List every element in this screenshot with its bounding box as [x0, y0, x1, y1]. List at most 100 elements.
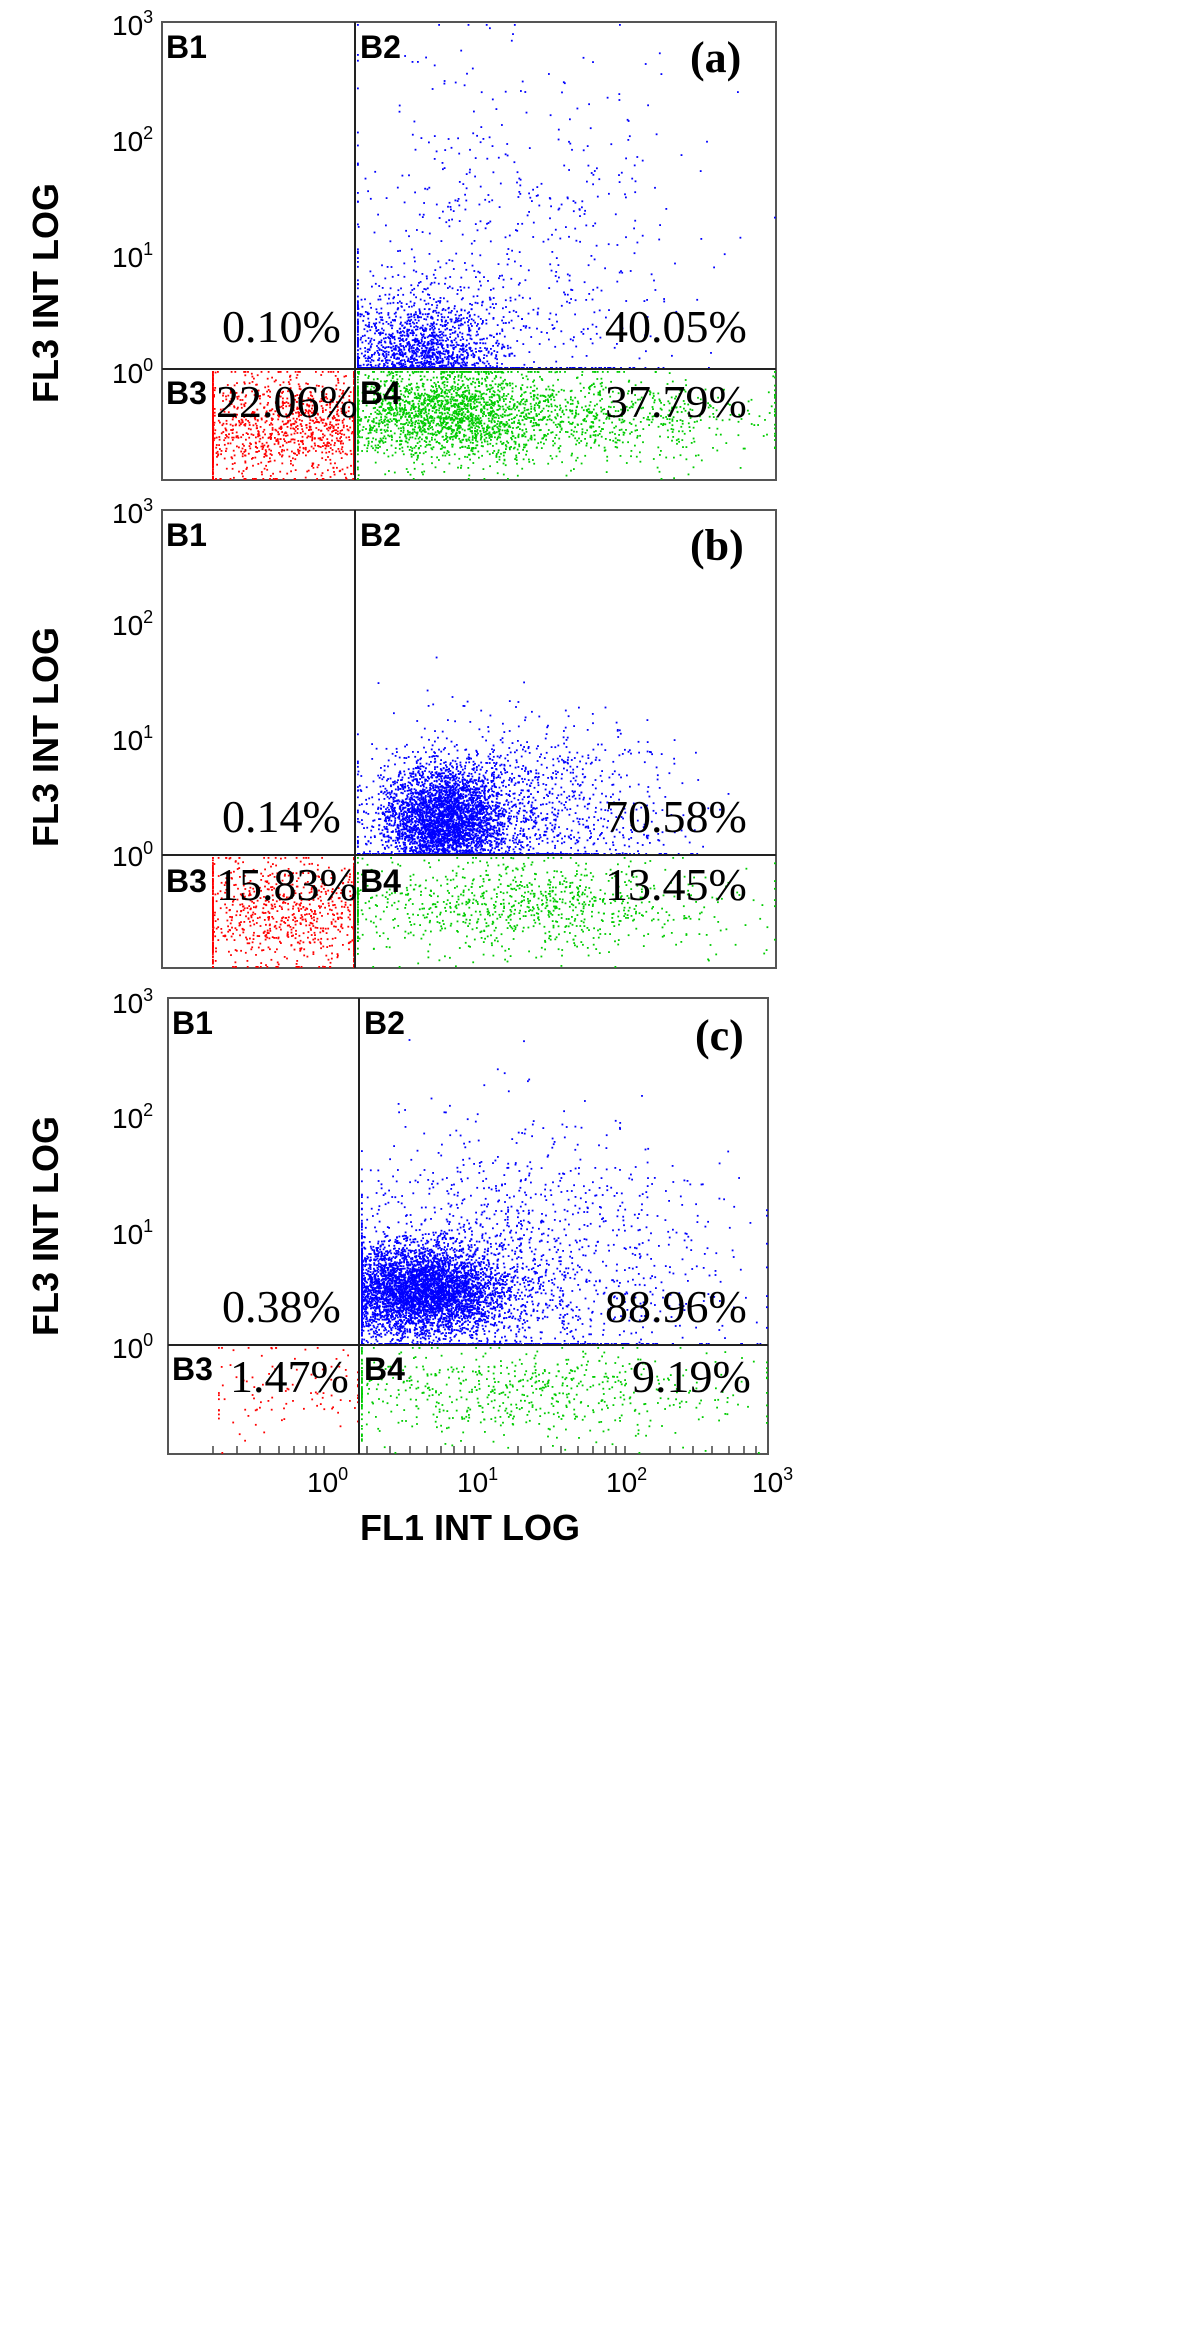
event-dot-b3	[245, 468, 248, 470]
event-dot-b2	[443, 167, 446, 169]
event-dot-b4	[471, 439, 474, 441]
event-dot-b3	[272, 472, 274, 475]
event-dot-b3	[270, 434, 273, 436]
event-dot-b4	[456, 434, 459, 437]
event-dot-b2	[366, 367, 368, 369]
event-dot-b2	[385, 353, 388, 355]
event-dot-b2	[375, 322, 378, 325]
event-dot-b2	[506, 253, 509, 255]
event-dot-b2	[549, 114, 552, 117]
event-dot-b2	[407, 357, 410, 360]
event-dot-b2	[501, 346, 503, 349]
event-dot-b2	[432, 309, 435, 312]
event-dot-b2	[397, 307, 399, 310]
event-dot-b3	[310, 428, 313, 431]
event-dot-b2	[393, 296, 395, 299]
event-dot-b2	[416, 359, 418, 361]
event-dot-b3	[339, 437, 341, 440]
event-dot-b2	[385, 355, 388, 357]
event-dot-b3	[251, 390, 253, 393]
event-dot-b4	[504, 464, 507, 467]
event-dot-b2	[473, 313, 476, 316]
event-dot-b2	[463, 367, 466, 369]
event-dot-b4	[522, 402, 525, 405]
event-dot-b3	[277, 431, 279, 433]
event-dot-b2	[427, 341, 430, 343]
event-dot-b4	[550, 419, 553, 422]
event-dot-b3	[248, 445, 251, 447]
event-dot-b2	[456, 310, 458, 313]
event-dot-b3	[337, 371, 339, 373]
event-dot-b2	[559, 367, 562, 369]
event-dot-b2	[453, 357, 455, 359]
event-dot-b2	[397, 250, 399, 252]
event-dot-b4	[538, 405, 541, 407]
event-dot-b2	[420, 316, 422, 319]
event-dot-b2	[358, 364, 361, 367]
event-dot-b3	[322, 436, 324, 439]
event-dot-b2	[357, 308, 359, 310]
event-dot-b2	[432, 298, 435, 301]
event-dot-b2	[364, 347, 366, 349]
event-dot-b2	[374, 332, 376, 335]
event-dot-b2	[600, 289, 603, 292]
event-dot-b3	[286, 371, 289, 373]
event-dot-b2	[585, 224, 588, 227]
event-dot-b2	[437, 300, 440, 303]
event-dot-b4	[474, 381, 477, 384]
event-dot-b2	[442, 210, 444, 213]
event-dot-b2	[435, 323, 438, 326]
event-dot-b2	[426, 287, 429, 290]
event-dot-b2	[387, 367, 390, 369]
event-dot-b2	[593, 170, 596, 172]
event-dot-b4	[469, 458, 471, 461]
event-dot-b2	[523, 363, 526, 366]
event-dot-b4	[409, 374, 411, 377]
event-dot-b2	[506, 344, 509, 347]
event-dot-b2	[380, 341, 382, 344]
event-dot-b2	[411, 329, 414, 332]
event-dot-b2	[608, 309, 610, 311]
event-dot-b2	[663, 298, 665, 300]
event-dot-b2	[699, 170, 702, 172]
event-dot-b2	[438, 353, 441, 356]
event-dot-b2	[477, 323, 479, 325]
event-dot-b2	[391, 319, 394, 321]
event-dot-b2	[428, 366, 431, 368]
event-dot-b2	[394, 364, 396, 367]
event-dot-b3	[305, 454, 307, 457]
event-dot-b2	[421, 367, 424, 369]
event-dot-b2	[405, 339, 407, 341]
event-dot-b2	[555, 367, 558, 369]
event-dot-b2	[464, 321, 466, 324]
event-dot-b3	[321, 371, 324, 373]
event-dot-b3	[279, 395, 282, 398]
event-dot-b2	[445, 340, 447, 342]
event-dot-b3	[285, 441, 288, 444]
event-dot-b4	[374, 444, 377, 447]
event-dot-b2	[407, 335, 410, 338]
event-dot-b2	[480, 350, 483, 352]
event-dot-b2	[547, 238, 550, 241]
event-dot-b3	[304, 432, 307, 435]
event-dot-b2	[415, 328, 417, 331]
event-dot-b2	[572, 367, 574, 369]
event-dot-b2	[454, 313, 457, 316]
event-dot-b2	[506, 263, 509, 266]
event-dot-b2	[433, 349, 436, 351]
event-dot-b2	[446, 343, 449, 346]
event-dot-b2	[385, 224, 387, 227]
event-dot-b2	[378, 348, 381, 351]
event-dot-b2	[516, 367, 518, 369]
event-dot-b2	[367, 351, 369, 353]
event-dot-b3	[258, 450, 260, 452]
event-dot-b2	[569, 142, 572, 145]
event-dot-b2	[391, 353, 394, 356]
event-dot-b2	[431, 324, 434, 327]
event-dot-b2	[458, 350, 461, 353]
event-dot-b3	[299, 371, 301, 373]
event-dot-b2	[509, 296, 512, 299]
event-dot-b4	[431, 410, 434, 412]
event-dot-b2	[411, 344, 414, 347]
event-dot-b2	[531, 200, 533, 202]
